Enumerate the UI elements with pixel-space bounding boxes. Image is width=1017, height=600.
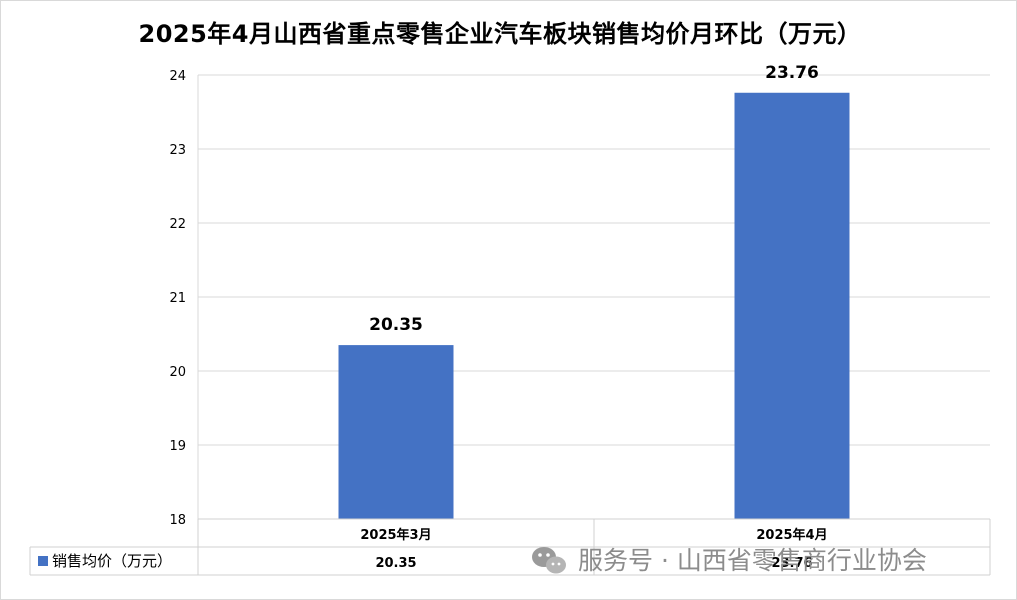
legend-swatch — [38, 556, 48, 566]
wechat-icon — [532, 547, 566, 574]
y-axis-ticks: 18 19 20 21 22 23 24 — [169, 69, 186, 528]
watermark-text: 服务号 · 山西省零售商行业协会 — [578, 546, 927, 575]
y-tick-label: 24 — [169, 69, 186, 84]
table-value: 20.35 — [375, 556, 416, 571]
gridlines — [197, 74, 990, 520]
x-category-label: 2025年4月 — [756, 527, 827, 543]
y-tick-label: 18 — [169, 513, 186, 528]
y-tick-label: 20 — [169, 365, 186, 380]
data-label: 20.35 — [369, 315, 423, 335]
chart-title: 2025年4月山西省重点零售企业汽车板块销售均价月环比（万元） — [138, 20, 862, 48]
y-tick-label: 23 — [169, 143, 186, 158]
y-tick-label: 21 — [169, 291, 186, 306]
watermark: 服务号 · 山西省零售商行业协会 — [532, 546, 927, 575]
x-category-label: 2025年3月 — [360, 527, 431, 543]
data-label: 23.76 — [765, 63, 819, 83]
table-value: 23.76 — [771, 556, 812, 571]
y-tick-label: 19 — [169, 439, 186, 454]
bars — [338, 92, 850, 519]
bar — [734, 92, 850, 519]
y-tick-label: 22 — [169, 217, 186, 232]
bar — [338, 345, 454, 519]
data-table: 2025年3月 20.35 2025年4月 23.76 销售均价（万元） — [29, 518, 991, 576]
legend-label: 销售均价（万元） — [52, 552, 172, 570]
data-labels: 20.35 23.76 — [369, 63, 819, 335]
